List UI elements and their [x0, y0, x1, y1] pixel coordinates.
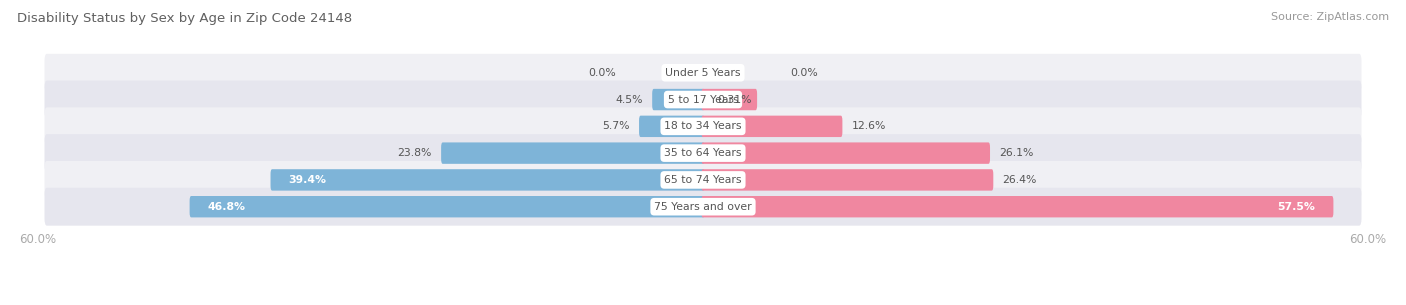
FancyBboxPatch shape: [441, 142, 704, 164]
Text: 0.31%: 0.31%: [717, 95, 752, 105]
FancyBboxPatch shape: [702, 142, 990, 164]
Text: 0.0%: 0.0%: [790, 68, 818, 78]
Text: 5 to 17 Years: 5 to 17 Years: [668, 95, 738, 105]
FancyBboxPatch shape: [702, 116, 842, 137]
Text: 60.0%: 60.0%: [20, 233, 56, 246]
Text: Under 5 Years: Under 5 Years: [665, 68, 741, 78]
Text: 26.4%: 26.4%: [1002, 175, 1038, 185]
FancyBboxPatch shape: [45, 134, 1361, 172]
FancyBboxPatch shape: [45, 188, 1361, 226]
Text: 4.5%: 4.5%: [616, 95, 643, 105]
FancyBboxPatch shape: [190, 196, 704, 217]
Text: 18 to 34 Years: 18 to 34 Years: [664, 121, 742, 131]
Text: Source: ZipAtlas.com: Source: ZipAtlas.com: [1271, 12, 1389, 22]
FancyBboxPatch shape: [702, 169, 993, 191]
FancyBboxPatch shape: [45, 54, 1361, 92]
Text: 46.8%: 46.8%: [208, 202, 246, 212]
Text: 35 to 64 Years: 35 to 64 Years: [664, 148, 742, 158]
Text: 23.8%: 23.8%: [398, 148, 432, 158]
Text: 0.0%: 0.0%: [588, 68, 616, 78]
FancyBboxPatch shape: [45, 107, 1361, 145]
Text: 5.7%: 5.7%: [602, 121, 630, 131]
Text: 39.4%: 39.4%: [288, 175, 326, 185]
FancyBboxPatch shape: [652, 89, 704, 110]
FancyBboxPatch shape: [702, 89, 756, 110]
Text: 12.6%: 12.6%: [852, 121, 886, 131]
FancyBboxPatch shape: [702, 196, 1333, 217]
Text: 57.5%: 57.5%: [1278, 202, 1316, 212]
Text: Disability Status by Sex by Age in Zip Code 24148: Disability Status by Sex by Age in Zip C…: [17, 12, 352, 25]
Text: 75 Years and over: 75 Years and over: [654, 202, 752, 212]
FancyBboxPatch shape: [640, 116, 704, 137]
Text: 65 to 74 Years: 65 to 74 Years: [664, 175, 742, 185]
Text: 26.1%: 26.1%: [1000, 148, 1033, 158]
Text: 60.0%: 60.0%: [1350, 233, 1386, 246]
FancyBboxPatch shape: [45, 161, 1361, 199]
FancyBboxPatch shape: [270, 169, 704, 191]
FancyBboxPatch shape: [45, 81, 1361, 119]
